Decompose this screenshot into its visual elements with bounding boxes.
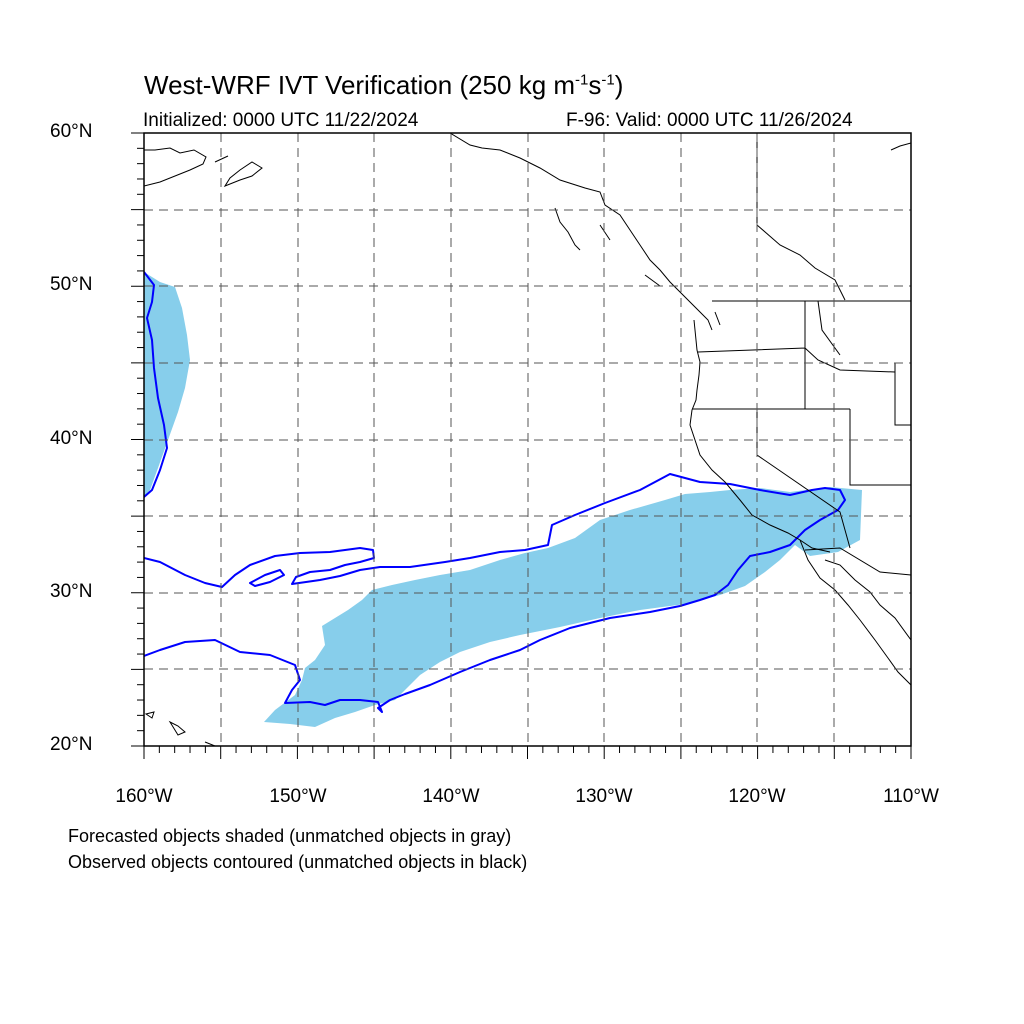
- legend-observed-note: Observed objects contoured (unmatched ob…: [68, 852, 528, 872]
- lat-label-60n: 60°N: [50, 121, 93, 142]
- lon-label-150w: 150°W: [269, 786, 327, 807]
- observed-objects: [144, 271, 846, 713]
- west-coast: [689, 319, 831, 553]
- alaska-coast-north: [449, 133, 713, 331]
- alaska-coast-west: [144, 147, 207, 187]
- init-time-label: Initialized: 0000 UTC 11/22/2024: [143, 110, 419, 131]
- lon-label-120w: 120°W: [728, 786, 786, 807]
- baja-coast: [799, 539, 911, 686]
- lon-label-160w: 160°W: [115, 786, 173, 807]
- coastlines: [144, 133, 911, 746]
- lon-label-130w: 130°W: [575, 786, 633, 807]
- forecast-object-west: [144, 272, 190, 497]
- nw-island-marker: [890, 142, 911, 151]
- lat-label-20n: 20°N: [50, 734, 93, 755]
- observed-contour-west: [144, 271, 168, 498]
- axis-ticks: [131, 132, 912, 759]
- legend-forecast-note: Forecasted objects shaded (unmatched obj…: [68, 826, 512, 846]
- hawaii-islands: [144, 711, 216, 746]
- graticule: [144, 133, 911, 746]
- us-mexico-border: [804, 547, 911, 576]
- forecast-object-main: [264, 487, 862, 727]
- lat-label-30n: 30°N: [50, 581, 93, 602]
- observed-contour-island: [249, 569, 285, 587]
- forecast-objects: [144, 272, 862, 727]
- lat-label-40n: 40°N: [50, 428, 93, 449]
- chart-title: West-WRF IVT Verification (250 kg m-1s-1…: [144, 70, 624, 100]
- lat-label-50n: 50°N: [50, 274, 93, 295]
- alaska-islands: [214, 155, 263, 188]
- valid-time-label: F-96: Valid: 0000 UTC 11/26/2024: [566, 110, 853, 131]
- state-borders: [692, 133, 911, 549]
- canada-inland: [756, 224, 846, 301]
- lon-label-140w: 140°W: [422, 786, 480, 807]
- alaska-panhandle-islands: [554, 207, 721, 326]
- lon-label-110w: 110°W: [883, 786, 939, 807]
- observed-contour-main: [144, 473, 846, 713]
